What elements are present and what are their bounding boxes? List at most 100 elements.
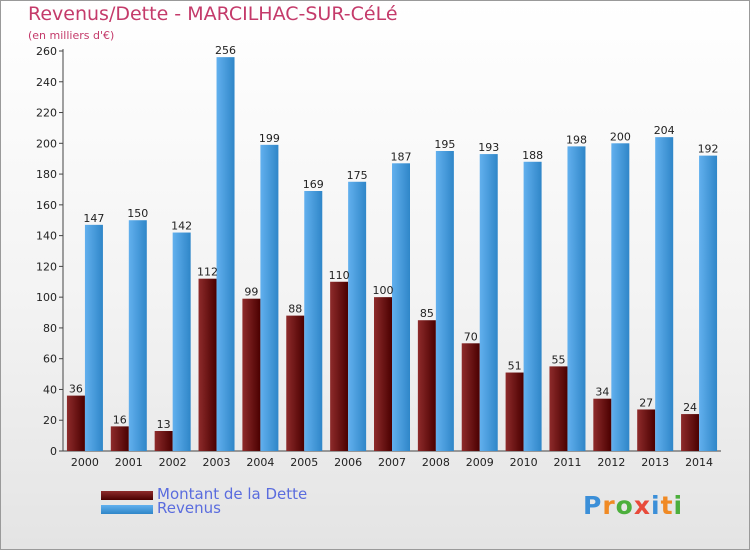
proxiti-logo: Proxiti [583, 491, 683, 520]
data-label-revenus: 187 [391, 150, 412, 163]
x-axis: 2000 2001 2002 2003 2004 2005 2006 2007 2008 2009… [63, 450, 721, 469]
x-tick-label: 2012 [597, 456, 625, 469]
chart-subtitle: (en milliers d'€) [28, 29, 115, 42]
bar-dette [330, 281, 349, 451]
legend-label-revenus: Revenus [157, 499, 221, 517]
bar-dette [66, 395, 85, 451]
data-label-dette: 55 [551, 353, 565, 366]
logo-letter: i [651, 491, 661, 520]
data-label-revenus: 142 [171, 220, 192, 233]
bar-dette [417, 320, 436, 451]
logo-letter: o [615, 491, 634, 520]
data-label-revenus: 175 [347, 169, 368, 182]
x-tick-label: 2005 [290, 456, 318, 469]
legend-item-dette: Montant de la Dette [101, 485, 321, 504]
legend-item-revenus: Revenus [101, 499, 321, 518]
y-tick-label: 120 [36, 260, 57, 273]
bar-dette [198, 278, 217, 451]
y-axis: 0 20 40 60 80 100 120 140 160 180 200 220 240 260 [36, 45, 64, 458]
bar-dette [242, 298, 261, 451]
x-tick-label: 2002 [159, 456, 187, 469]
bar-dette [110, 426, 129, 451]
bar-dette [374, 297, 392, 451]
x-tick-label: 2004 [246, 456, 274, 469]
data-label-dette: 13 [157, 418, 171, 431]
bar-revenus [260, 144, 279, 451]
x-tick-label: 2001 [115, 456, 143, 469]
data-label-revenus: 169 [303, 178, 324, 191]
y-tick-label: 240 [36, 76, 57, 89]
data-label-revenus: 192 [698, 143, 719, 156]
data-label-revenus: 199 [259, 132, 280, 145]
bar-revenus [172, 232, 191, 451]
data-label-dette: 51 [508, 360, 522, 373]
bar-revenus [84, 224, 103, 451]
bar-dette [505, 372, 524, 451]
bar-revenus [216, 57, 235, 452]
x-tick-label: 2010 [510, 456, 538, 469]
bar-dette [286, 315, 305, 451]
bar-revenus [523, 161, 542, 451]
y-tick-label: 60 [43, 353, 57, 366]
x-tick-label: 2003 [203, 456, 231, 469]
legend-swatch-dette [101, 491, 153, 500]
data-label-dette: 88 [288, 303, 302, 316]
bar-revenus [611, 143, 630, 452]
data-label-revenus: 150 [127, 207, 148, 220]
data-label-revenus: 200 [610, 130, 631, 143]
bar-revenus [348, 181, 367, 451]
data-label-dette: 100 [373, 284, 394, 297]
data-label-dette: 70 [464, 330, 478, 343]
y-tick-label: 160 [36, 199, 57, 212]
bar-revenus [567, 146, 586, 451]
data-label-revenus: 147 [83, 212, 104, 225]
bar-dette [637, 409, 656, 451]
bar-revenus [479, 154, 498, 452]
data-label-dette: 16 [113, 413, 127, 426]
x-tick-label: 2009 [466, 456, 494, 469]
bar-dette [154, 431, 173, 451]
data-labels: 36 16 13 112 99 88 110 100 85 70 51 55 34 27 24 147 150 1… [69, 44, 719, 431]
x-tick-label: 2008 [422, 456, 450, 469]
data-label-dette: 85 [420, 307, 434, 320]
data-label-dette: 34 [595, 386, 609, 399]
data-label-revenus: 193 [478, 141, 499, 154]
logo-letter: x [633, 491, 651, 520]
logo-letter: r [602, 491, 616, 520]
x-tick-label: 2013 [641, 456, 669, 469]
bar-dette [593, 398, 612, 451]
bar-revenus [392, 163, 410, 452]
legend-label-dette: Montant de la Dette [157, 485, 308, 503]
y-tick-label: 200 [36, 137, 57, 150]
data-label-revenus: 256 [215, 44, 236, 57]
data-label-dette: 24 [683, 401, 697, 414]
bar-revenus [304, 191, 323, 451]
data-label-dette: 27 [639, 396, 653, 409]
bar-revenus [699, 155, 718, 451]
y-tick-label: 40 [43, 383, 57, 396]
bar-revenus [655, 137, 674, 451]
x-tick-label: 2006 [334, 456, 362, 469]
data-label-revenus: 198 [566, 133, 587, 146]
y-tick-label: 140 [36, 230, 57, 243]
bar-revenus [435, 151, 454, 451]
logo-letter: t [660, 491, 674, 520]
y-tick-label: 220 [36, 107, 57, 120]
y-tick-label: 260 [36, 45, 57, 58]
logo-letter: P [583, 491, 603, 520]
bar-dette [549, 366, 568, 451]
y-tick-label: 100 [36, 291, 57, 304]
x-tick-label: 2011 [553, 456, 581, 469]
bar-dette [681, 414, 700, 451]
data-label-dette: 112 [197, 266, 218, 279]
y-tick-label: 0 [50, 445, 57, 458]
x-tick-label: 2007 [378, 456, 406, 469]
data-label-dette: 99 [244, 286, 258, 299]
y-tick-label: 180 [36, 168, 57, 181]
y-tick-label: 20 [43, 414, 57, 427]
data-label-revenus: 188 [522, 149, 543, 162]
x-tick-label: 2014 [685, 456, 713, 469]
x-tick-label: 2000 [71, 456, 99, 469]
